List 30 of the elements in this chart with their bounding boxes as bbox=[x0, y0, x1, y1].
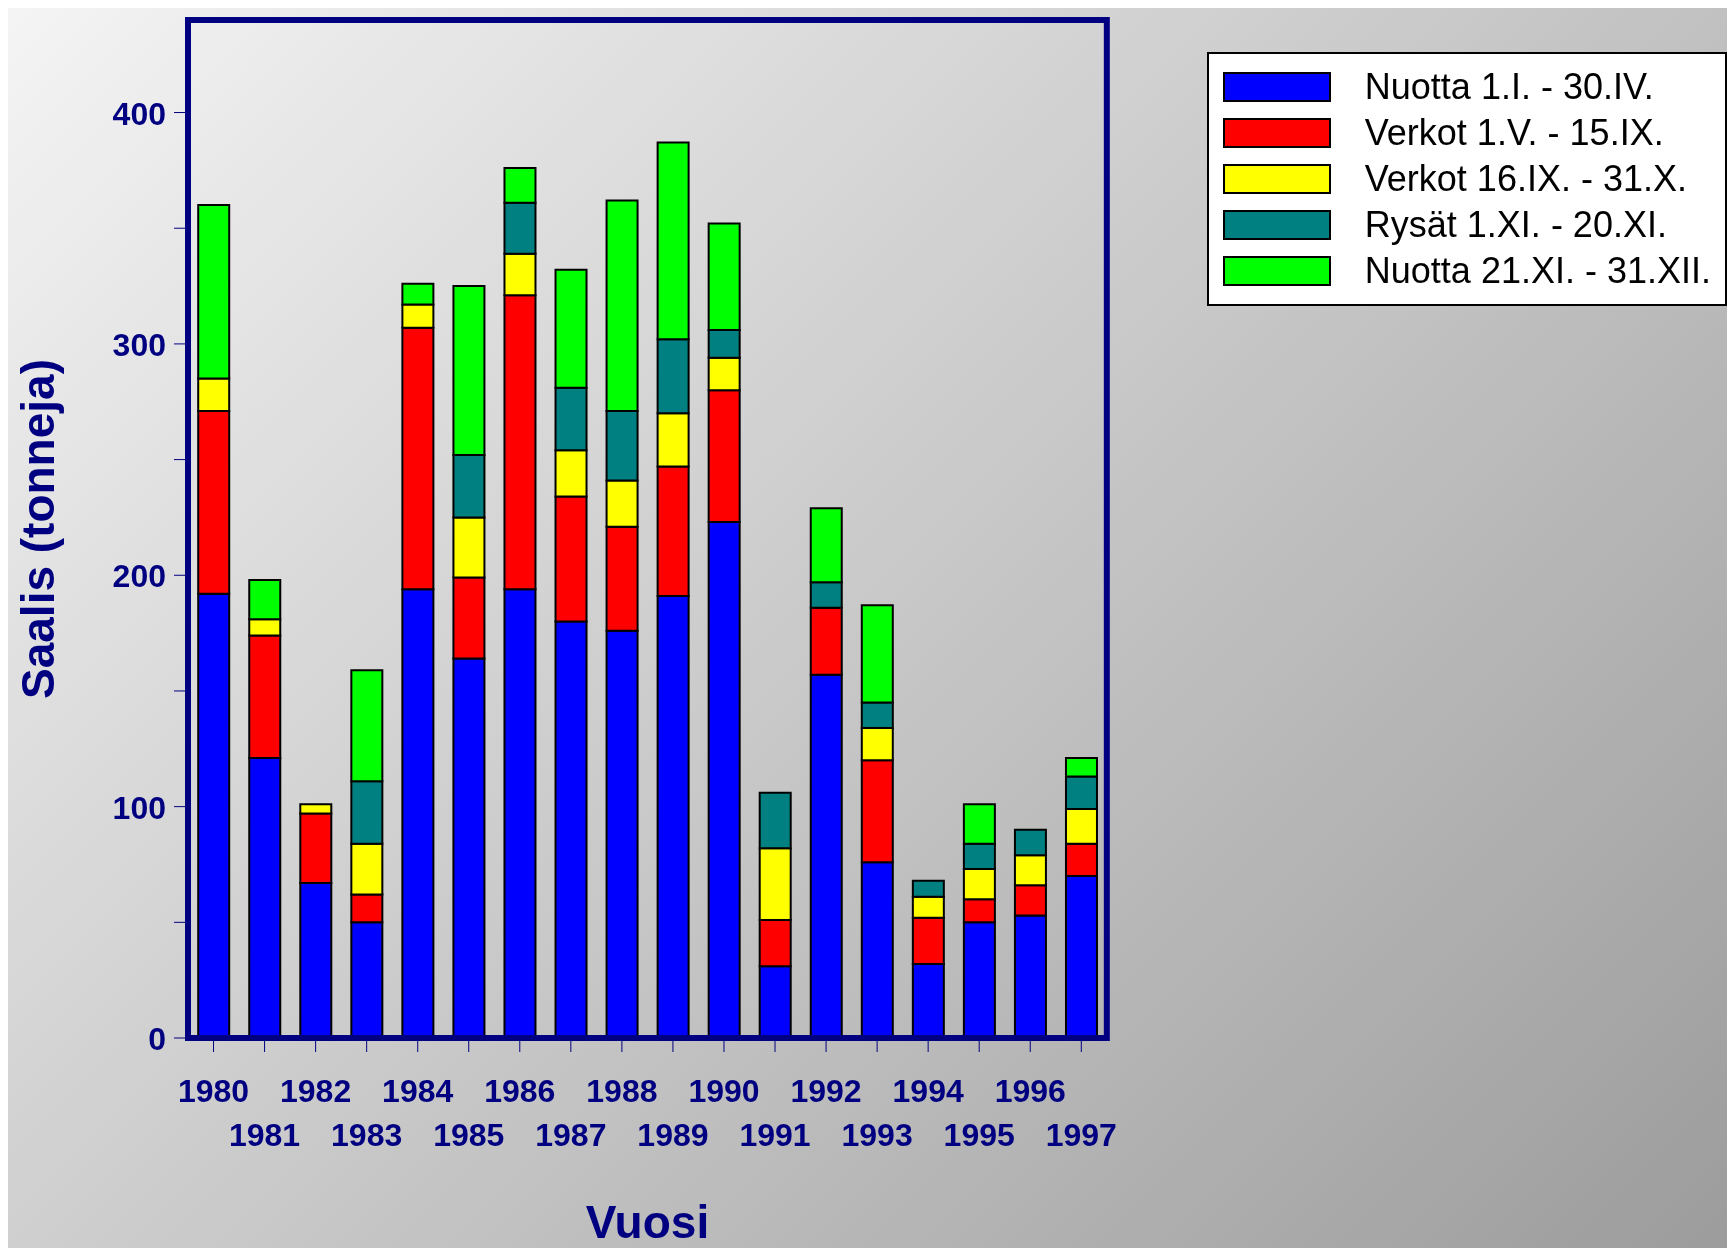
x-tick-label: 1993 bbox=[841, 1117, 913, 1153]
x-tick-label: 1985 bbox=[433, 1117, 505, 1153]
x-tick-label: 1994 bbox=[892, 1073, 964, 1109]
x-tick-label: 1992 bbox=[790, 1073, 862, 1109]
x-tick-label: 1984 bbox=[382, 1073, 454, 1109]
x-tick-label: 1983 bbox=[331, 1117, 403, 1153]
x-tick-label: 1996 bbox=[994, 1073, 1066, 1109]
x-tick-label: 1988 bbox=[586, 1073, 658, 1109]
x-tick-label: 1982 bbox=[280, 1073, 352, 1109]
x-tick-label: 1991 bbox=[739, 1117, 811, 1153]
legend-label: Verkot 16.IX. - 31.X. bbox=[1364, 158, 1687, 200]
legend-label: Verkot 1.V. - 15.IX. bbox=[1364, 112, 1664, 154]
x-tick-label: 1981 bbox=[228, 1117, 301, 1153]
x-tick-label: 1995 bbox=[943, 1117, 1015, 1153]
y-tick-label: 100 bbox=[112, 789, 166, 826]
legend-label: Nuotta 1.I. - 30.IV. bbox=[1364, 66, 1654, 108]
y-axis-title: Saalis (tonneja) bbox=[12, 359, 65, 699]
x-tick-label: 1980 bbox=[177, 1073, 250, 1109]
x-tick-label: 1990 bbox=[688, 1073, 760, 1109]
legend-label: Nuotta 21.XI. - 31.XII. bbox=[1364, 250, 1711, 292]
x-axis-title: Vuosi bbox=[585, 1196, 710, 1248]
x-tick-label: 1989 bbox=[637, 1117, 709, 1153]
y-tick-label: 200 bbox=[112, 558, 166, 595]
y-tick-label: 300 bbox=[112, 326, 166, 363]
x-tick-label: 1987 bbox=[535, 1117, 607, 1153]
x-tick-label: 1997 bbox=[1045, 1117, 1117, 1153]
x-tick-label: 1986 bbox=[484, 1073, 556, 1109]
y-tick-label: 400 bbox=[112, 95, 166, 132]
legend-label: Rysät 1.XI. - 20.XI. bbox=[1364, 204, 1667, 246]
y-tick-label: 0 bbox=[148, 1021, 166, 1057]
